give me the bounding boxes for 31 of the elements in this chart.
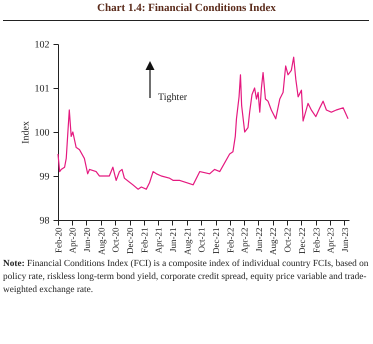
y-tick-label: 101: [34, 84, 50, 94]
x-tick-label: Apr-23: [325, 227, 336, 254]
annotation: Tighter: [158, 92, 188, 103]
x-tick-label: Aug-20: [96, 227, 106, 255]
x-tick-label: Apr-21: [154, 228, 164, 254]
x-tick-label: Feb-20: [54, 227, 64, 253]
x-tick-label: Oct-22: [282, 228, 293, 252]
x-tick-label: Dec-20: [125, 227, 136, 254]
y-tick-label: 102: [34, 40, 50, 50]
x-tick-label: Apr-22: [239, 228, 250, 254]
x-tick-label: Feb-23: [312, 227, 322, 253]
x-tick-label: Jun-21: [168, 228, 178, 252]
x-tick-label: Oct-21: [196, 228, 207, 252]
x-tick-label: Jun-20: [82, 227, 92, 252]
x-tick-label: Apr-20: [68, 227, 78, 254]
y-tick-label: 99: [40, 172, 50, 182]
x-tick-label: Jun-22: [254, 228, 264, 252]
x-tick-label: Jun-23: [340, 227, 350, 252]
x-tick-label: Oct-20: [110, 227, 121, 252]
x-tick-label: Dec-22: [296, 228, 307, 254]
x-tick-label: Feb-21: [140, 228, 150, 253]
x-tick-label: Aug-22: [268, 228, 278, 255]
y-axis-title: Index: [20, 121, 32, 144]
text: Note: Financial Conditions Index (FCI) is a composite index of individual country FCIs, based on policy rate, riskless long-term bond yield, corporate credit spread, equity price variable and trade-weighted exchange rate.: [3, 258, 370, 297]
x-tick-label: Aug-21: [182, 228, 192, 255]
chart-title: Chart 1.4: Financial Conditions Index: [96, 2, 277, 14]
x-tick-label: Dec-21: [211, 228, 222, 254]
y-tick-label: 98: [40, 216, 50, 226]
x-tick-label: Feb-22: [226, 228, 236, 253]
line-series: [57, 56, 349, 190]
y-tick-label: 100: [34, 128, 50, 138]
